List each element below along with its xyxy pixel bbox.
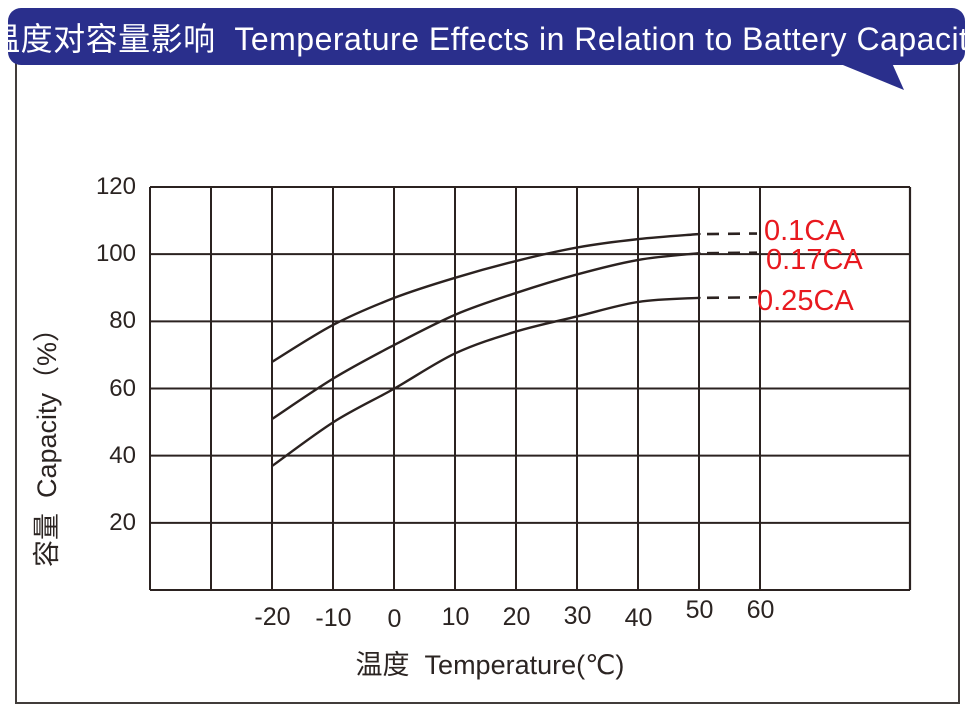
x-tick-label: 60 bbox=[746, 596, 775, 624]
x-tick-label: 50 bbox=[685, 596, 714, 624]
y-tick-label: 20 bbox=[109, 508, 136, 536]
x-tick-label: 30 bbox=[563, 602, 592, 630]
x-tick-label: 0 bbox=[387, 605, 402, 633]
curve-0.25CA bbox=[271, 296, 701, 467]
x-tick-label: -10 bbox=[315, 604, 352, 632]
x-tick-label: 20 bbox=[502, 603, 531, 631]
y-axis-title: 容量 Capacity（%） bbox=[32, 314, 62, 567]
curve-0.17CA bbox=[271, 252, 701, 420]
y-tick-label: 60 bbox=[109, 374, 136, 402]
y-tick-label: 40 bbox=[109, 441, 136, 469]
curve-dashed-tail-0.1CA bbox=[706, 232, 758, 236]
x-tick-label: -20 bbox=[254, 603, 291, 631]
x-tick-label: 10 bbox=[441, 603, 470, 631]
curve-name-label: 0.17CA bbox=[766, 244, 863, 276]
header-banner: 温度对容量影响 Temperature Effects in Relation … bbox=[0, 8, 975, 65]
page-title: 温度对容量影响 Temperature Effects in Relation … bbox=[0, 20, 975, 57]
header-banner-tail bbox=[838, 63, 904, 90]
y-tick-label: 80 bbox=[109, 307, 136, 335]
curve-dashed-tail-0.17CA bbox=[706, 251, 758, 255]
x-tick-label: 40 bbox=[624, 604, 653, 632]
y-tick-label: 120 bbox=[95, 173, 136, 200]
y-tick-label: 100 bbox=[95, 240, 136, 268]
curve-name-label: 0.25CA bbox=[757, 285, 854, 317]
curve-name-label: 0.1CA bbox=[764, 215, 845, 247]
x-axis-title: 温度 Temperature(℃) bbox=[355, 650, 625, 680]
curve-0.1CA bbox=[271, 232, 701, 363]
curve-dashed-tail-0.25CA bbox=[706, 296, 758, 300]
